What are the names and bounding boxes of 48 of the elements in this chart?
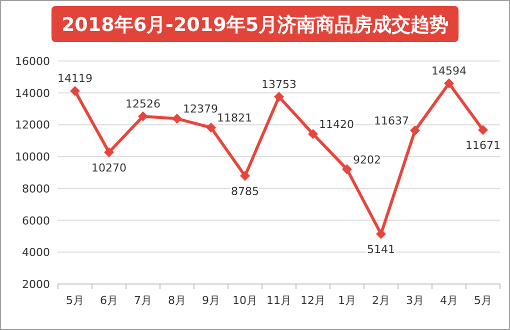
x-tick-label: 3月	[406, 294, 424, 307]
y-tick-label: 10000	[15, 150, 50, 164]
point	[444, 78, 454, 88]
x-tick-label: 10月	[232, 294, 258, 307]
data-label: 11671	[466, 138, 500, 152]
y-tick-label: 16000	[15, 55, 50, 68]
x-tick-label: 5月	[66, 294, 84, 307]
point	[342, 164, 352, 174]
data-label: 5141	[367, 242, 395, 256]
data-label: 9202	[353, 153, 381, 166]
data-label: 12526	[126, 97, 160, 110]
data-label: 13753	[262, 78, 296, 91]
x-tick-label: 7月	[134, 294, 152, 307]
point	[138, 111, 148, 122]
x-tick-label: 6月	[100, 294, 118, 307]
x-tick-label: 8月	[168, 294, 186, 307]
y-tick-label: 8000	[22, 182, 50, 196]
data-label: 12379	[183, 102, 218, 116]
y-tick-label: 12000	[15, 118, 50, 132]
y-tick-label: 14000	[15, 86, 50, 100]
x-tick-label: 2月	[372, 294, 390, 307]
point	[410, 125, 420, 136]
point	[376, 228, 386, 239]
point	[274, 92, 284, 102]
point	[308, 128, 318, 139]
x-tick-label: 5月	[474, 294, 492, 307]
point	[104, 147, 114, 158]
data-label: 14119	[58, 72, 92, 85]
y-tick-label: 4000	[22, 246, 50, 260]
data-label: 11637	[374, 114, 409, 128]
point	[240, 170, 250, 181]
x-tick-label: 9月	[202, 294, 220, 307]
y-tick-label: 2000	[22, 278, 50, 291]
data-label: 10270	[92, 161, 126, 174]
point	[478, 124, 488, 135]
x-tick-label: 12月	[300, 294, 326, 307]
data-label: 11420	[319, 118, 354, 131]
data-label: 14594	[432, 64, 466, 78]
x-tick-label: 4月	[440, 294, 458, 307]
data-label: 8785	[231, 184, 259, 198]
x-tick-label: 11月	[266, 294, 292, 307]
x-tick-label: 1月	[338, 294, 356, 307]
y-tick-label: 6000	[22, 214, 50, 228]
point	[172, 114, 182, 124]
point	[206, 122, 216, 133]
data-label: 11821	[217, 112, 252, 125]
chart-title: 2018年6月-2019年5月济南商品房成交趋势	[61, 14, 449, 36]
point	[70, 86, 80, 96]
